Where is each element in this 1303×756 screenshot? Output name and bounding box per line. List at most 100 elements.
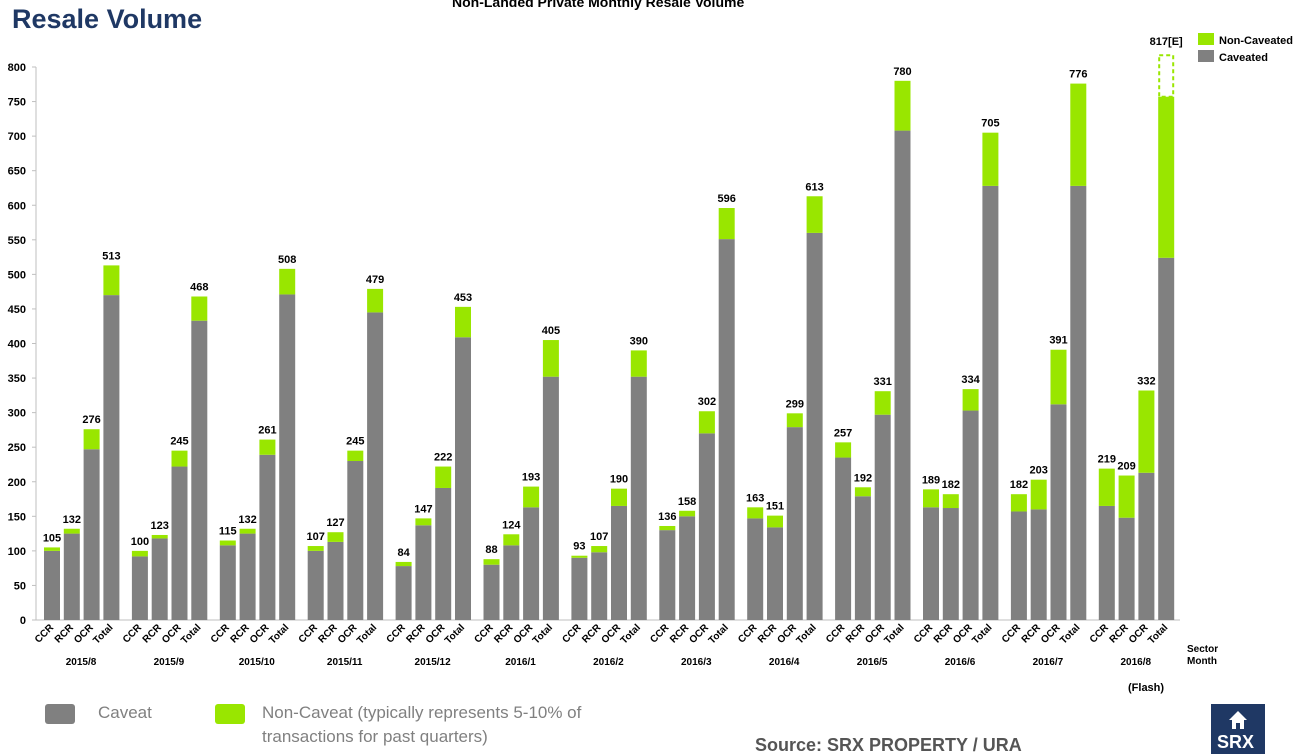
legend-swatch-caveated xyxy=(1198,50,1214,62)
month-tick-label: 2016/2 xyxy=(593,657,624,668)
data-label: 596 xyxy=(718,193,736,205)
bar-non-caveated xyxy=(1030,479,1047,510)
bar-non-caveated xyxy=(131,550,148,557)
bar-caveated xyxy=(542,376,559,620)
caveat-legend-swatch xyxy=(45,704,75,724)
bar-caveated xyxy=(1158,257,1175,620)
sector-tick-label: CCR xyxy=(1088,622,1112,646)
sector-tick-label: RCR xyxy=(404,622,428,646)
non-caveat-legend-label-line1: Non-Caveat (typically represents 5-10% o… xyxy=(262,703,582,722)
sector-tick-label: RCR xyxy=(932,622,956,646)
month-tick-label: 2015/9 xyxy=(154,657,185,668)
sector-tick-label: Total xyxy=(882,622,906,646)
sector-tick-label: Total xyxy=(267,622,291,646)
data-label: 115 xyxy=(219,526,237,538)
sector-tick-label: RCR xyxy=(317,622,341,646)
data-label: 203 xyxy=(1030,465,1048,477)
sector-tick-label: Total xyxy=(443,622,467,646)
data-label: 479 xyxy=(366,274,384,286)
bar-caveated xyxy=(63,533,80,620)
sector-tick-label: Total xyxy=(1146,622,1170,646)
sector-tick-label: RCR xyxy=(492,622,516,646)
data-label: 776 xyxy=(1069,69,1087,81)
bar-non-caveated xyxy=(1098,468,1115,506)
sector-tick-label: OCR xyxy=(160,622,184,646)
sector-tick-label: OCR xyxy=(951,622,975,646)
sector-tick-label: RCR xyxy=(229,622,253,646)
data-label: 136 xyxy=(658,511,676,523)
sector-tick-label: RCR xyxy=(580,622,604,646)
month-tick-label: 2016/7 xyxy=(1033,657,1064,668)
bar-non-caveated xyxy=(923,489,939,508)
data-label: 705 xyxy=(981,118,999,130)
sector-tick-label: CCR xyxy=(824,622,848,646)
data-label: 132 xyxy=(63,514,81,526)
sector-tick-label: Total xyxy=(970,622,994,646)
bar-caveated xyxy=(698,433,715,620)
bar-caveated xyxy=(44,550,60,620)
bar-caveated xyxy=(131,556,148,620)
bar-caveated xyxy=(611,505,627,620)
month-tick-label: 2016/3 xyxy=(681,657,712,668)
data-label: 453 xyxy=(454,292,472,304)
bar-non-caveated xyxy=(874,391,891,415)
bar-non-caveated xyxy=(767,515,783,528)
bar-caveated xyxy=(219,545,236,620)
sector-tick-label: OCR xyxy=(600,622,624,646)
data-label: 182 xyxy=(1010,479,1028,491)
bar-non-caveated xyxy=(962,389,979,411)
y-tick-label: 700 xyxy=(8,131,26,143)
bar-non-caveated xyxy=(483,559,500,565)
month-tick-label: 2015/10 xyxy=(239,657,276,668)
data-label: 189 xyxy=(922,474,940,486)
bar-non-caveated xyxy=(103,265,120,296)
bar-non-caveated xyxy=(307,546,324,551)
data-label: 276 xyxy=(82,414,100,426)
bar-non-caveated xyxy=(279,268,296,295)
bar-caveated xyxy=(942,508,959,620)
bar-non-caveated xyxy=(679,510,696,517)
bar-non-caveated xyxy=(503,534,520,546)
sector-tick-label: RCR xyxy=(1108,622,1132,646)
y-tick-label: 200 xyxy=(8,477,26,489)
sector-tick-label: RCR xyxy=(1020,622,1044,646)
sector-tick-label: Total xyxy=(355,622,379,646)
data-label: 147 xyxy=(414,503,432,515)
bar-caveated xyxy=(747,518,764,620)
bar-non-caveated xyxy=(415,518,432,526)
month-tick-label: 2016/4 xyxy=(769,657,800,668)
bar-caveated xyxy=(151,538,168,620)
y-tick-label: 250 xyxy=(8,442,26,454)
sector-tick-label: CCR xyxy=(648,622,672,646)
y-tick-label: 650 xyxy=(8,166,26,178)
data-label: 405 xyxy=(542,325,560,337)
data-label-estimate: 817[E] xyxy=(1150,36,1183,48)
sector-tick-label: OCR xyxy=(688,622,712,646)
sector-tick-label: CCR xyxy=(385,622,409,646)
sector-tick-label: CCR xyxy=(736,622,760,646)
data-label: 193 xyxy=(522,472,540,484)
resale-volume-chart: 0 50 100 150 200 250 300 350 400 450 500 550 600 650 7… xyxy=(8,33,1293,668)
month-tick-label: 2015/8 xyxy=(66,657,97,668)
bar-caveated xyxy=(307,550,324,620)
data-label: 123 xyxy=(151,520,169,532)
bar-non-caveated xyxy=(367,288,384,313)
bar-non-caveated xyxy=(806,196,823,233)
data-label: 190 xyxy=(610,474,628,486)
caveat-legend-label: Caveat xyxy=(98,703,152,722)
bar-caveated xyxy=(1010,511,1027,620)
y-tick-label: 0 xyxy=(20,615,26,627)
bar-caveated xyxy=(571,557,588,620)
bar-non-caveated xyxy=(786,413,803,428)
data-label: 163 xyxy=(746,492,764,504)
data-label: 124 xyxy=(502,519,521,531)
bar-caveated xyxy=(171,466,188,620)
bar-non-caveated xyxy=(171,450,188,467)
bar-caveated xyxy=(1050,404,1067,620)
y-tick-label: 600 xyxy=(8,200,26,212)
bar-caveated xyxy=(395,566,412,620)
sector-tick-label: CCR xyxy=(297,622,321,646)
data-label: 331 xyxy=(874,376,892,388)
legend-label-caveated: Caveated xyxy=(1219,52,1268,64)
data-label: 182 xyxy=(942,479,960,491)
